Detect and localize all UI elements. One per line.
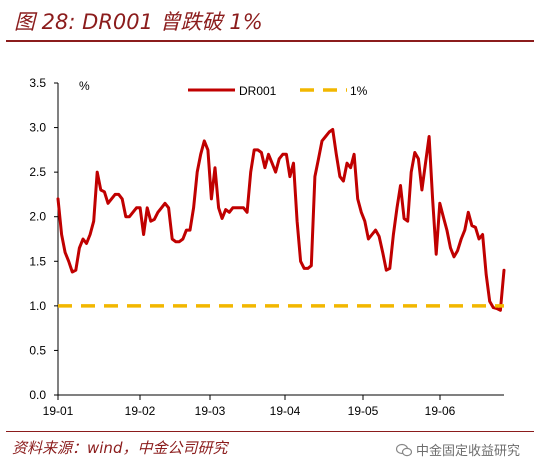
wechat-icon (396, 443, 412, 456)
legend-label-1pct: 1% (350, 84, 368, 98)
chart-axes: 0.0 0.5 1.0 1.5 2.0 2.5 3.0 3.5 % 19-01 19-02 19-03… (29, 76, 504, 418)
y-tick-label: 1.0 (29, 299, 46, 313)
y-axis-unit: % (79, 79, 90, 93)
y-tick-label: 2.0 (29, 210, 46, 224)
title-divider (6, 40, 534, 42)
x-tick-label: 19-05 (348, 404, 379, 418)
y-tick-label: 2.5 (29, 165, 46, 179)
y-tick-label: 1.5 (29, 254, 46, 268)
y-tick-label: 0.0 (29, 388, 46, 402)
x-tick-label: 19-03 (195, 404, 226, 418)
footer-divider (6, 431, 534, 432)
y-tick-label: 3.0 (29, 121, 46, 135)
x-tick-label: 19-01 (43, 404, 74, 418)
x-tick-label: 19-02 (125, 404, 156, 418)
x-tick-label: 19-04 (270, 404, 301, 418)
series-line-dr001 (56, 127, 506, 312)
chart-legend: DR001 1% (188, 84, 368, 98)
brand-label: 中金固定收益研究 (416, 444, 521, 459)
legend-label-dr001: DR001 (239, 84, 277, 98)
line-chart: 0.0 0.5 1.0 1.5 2.0 2.5 3.0 3.5 % 19-01 19-02 19-03… (29, 76, 506, 418)
brand-mark: 中金固定收益研究 (396, 440, 520, 459)
y-tick-label: 3.5 (29, 76, 46, 90)
x-tick-label: 19-06 (425, 404, 456, 418)
series-layer (56, 127, 506, 312)
source-note: 资料来源：wind，中金公司研究 (12, 439, 228, 457)
y-tick-label: 0.5 (29, 343, 46, 357)
chart-title: 图 28: DR001 曾跌破 1% (14, 10, 263, 34)
